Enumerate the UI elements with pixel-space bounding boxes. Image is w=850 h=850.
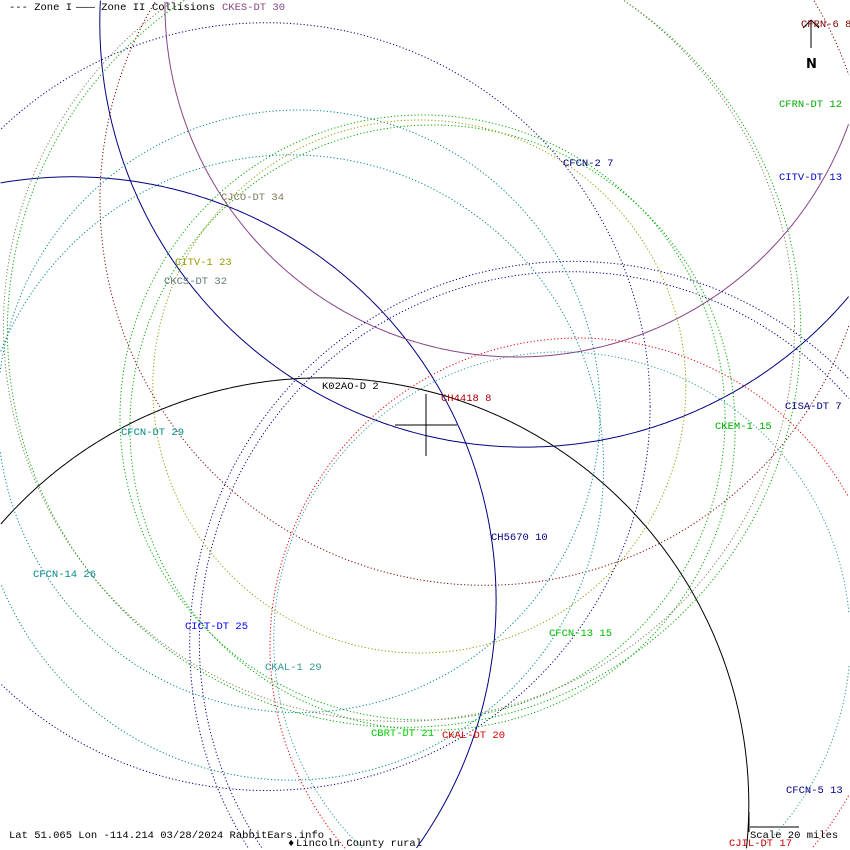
- station-label: CKEM-1 15: [715, 421, 772, 433]
- contour-14: [0, 154, 605, 781]
- contour-11: [6, 0, 802, 728]
- contour-3: [164, 1, 849, 358]
- station-label: CBRT-DT 21: [371, 728, 434, 740]
- legend-zone2: ——— Zone II: [75, 2, 145, 14]
- station-label: CH5670 10: [491, 532, 548, 544]
- station-label: K02AO-D 2: [322, 381, 379, 393]
- station-label: CFCN-DT 29: [121, 427, 184, 439]
- contour-0: [99, 0, 849, 448]
- station-label: CFCN-2 7: [563, 158, 613, 170]
- station-label: CITV-DT 13: [779, 172, 842, 184]
- station-label: CFCN-13 15: [549, 628, 612, 640]
- north-label: N: [806, 57, 817, 72]
- contour-1: [0, 176, 497, 849]
- station-label: CJIL-DT 17: [729, 838, 792, 850]
- location-label: Lincoln County rural: [296, 838, 422, 850]
- coords-readout: Lat 51.065 Lon -114.214 03/28/2024 Rabbi…: [9, 830, 324, 842]
- station-label: CH4418 8: [441, 393, 491, 405]
- station-label: CKAL-DT 20: [442, 730, 505, 742]
- contour-4: [0, 22, 651, 791]
- station-label: CFCN-14 26: [33, 569, 96, 581]
- contour-16: [152, 119, 687, 654]
- station-label: CKCS-DT 32: [164, 276, 227, 288]
- contour-12: [3, 0, 795, 722]
- contour-15: [273, 351, 850, 849]
- contour-8: [269, 337, 849, 849]
- station-label: CKES-DT 30: [222, 2, 285, 14]
- north-arrow-icon: [802, 19, 820, 48]
- station-label: CITV-1 23: [175, 257, 232, 269]
- crosshair-icon: [395, 394, 457, 456]
- contour-9: [119, 114, 726, 721]
- station-label: CFRN-6 8: [801, 19, 850, 31]
- station-label: CJCO-DT 34: [221, 192, 284, 204]
- station-labels: CKES-DT 30 CFRN-6 8 CFRN-DT 12 CITV-DT 13 CF…: [33, 2, 850, 850]
- contour-13: [0, 109, 601, 714]
- scale-label: Scale 20 miles: [750, 830, 838, 842]
- legend-zone1: --- Zone I: [9, 2, 72, 14]
- station-label: CISA-DT 7: [785, 401, 842, 413]
- scale-bar: [748, 812, 799, 832]
- contour-7: [99, 0, 850, 586]
- station-label: CICT-DT 25: [185, 621, 248, 633]
- location-marker-icon: ♦: [288, 838, 294, 850]
- contour-10: [129, 124, 736, 731]
- contour-5: [189, 260, 849, 848]
- station-label: CKAL-1 29: [265, 662, 322, 674]
- contour-6: [198, 271, 849, 848]
- legend-collisions: Collisions: [152, 2, 215, 14]
- contour-2: [0, 377, 750, 849]
- station-label: CFRN-DT 12: [779, 99, 842, 111]
- station-label: CFCN-5 13: [786, 785, 843, 797]
